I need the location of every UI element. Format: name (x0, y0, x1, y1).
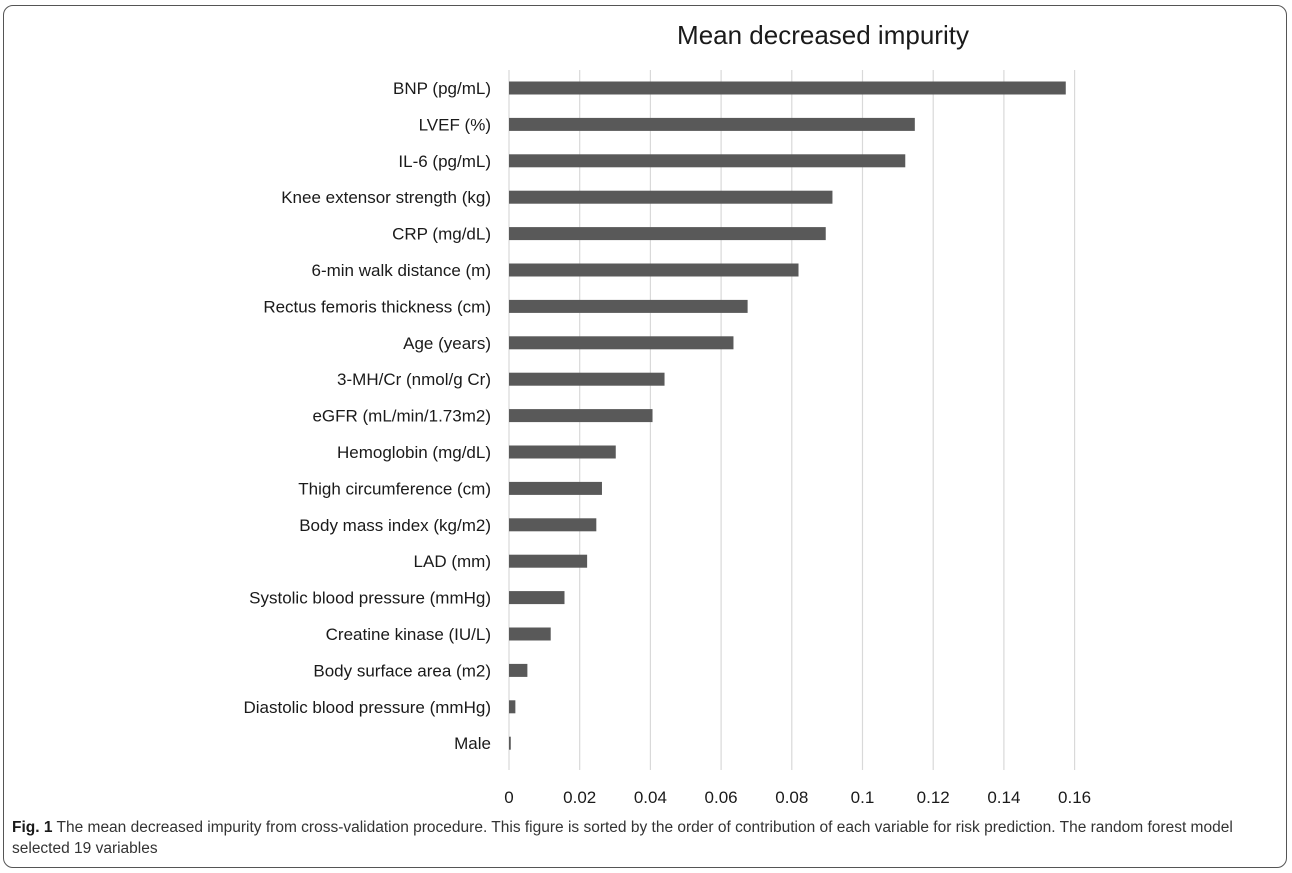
bar (509, 700, 516, 714)
bar (509, 117, 915, 131)
category-label: LVEF (%) (419, 115, 491, 134)
category-label: eGFR (mL/min/1.73m2) (312, 407, 491, 426)
x-tick-label: 0.06 (705, 788, 738, 807)
x-tick-label: 0.12 (917, 788, 950, 807)
category-label: Body mass index (kg/m2) (299, 516, 491, 535)
x-tick-label: 0.02 (563, 788, 596, 807)
category-label: Thigh circumference (cm) (298, 479, 491, 498)
bar (509, 409, 653, 423)
category-label: CRP (mg/dL) (392, 225, 491, 244)
x-tick-label: 0.1 (851, 788, 875, 807)
bar (509, 263, 799, 277)
category-label: Hemoglobin (mg/dL) (337, 443, 491, 462)
x-tick-label: 0.04 (634, 788, 667, 807)
bar (509, 554, 588, 568)
bar (509, 481, 602, 495)
bar (509, 336, 734, 350)
bar (509, 227, 826, 241)
category-label: Diastolic blood pressure (mmHg) (243, 698, 491, 717)
category-label: LAD (mm) (414, 552, 491, 571)
category-label: IL-6 (pg/mL) (398, 152, 491, 171)
bar (509, 299, 748, 313)
figure-number: Fig. 1 (12, 819, 53, 836)
bar (509, 663, 528, 677)
bar (509, 372, 665, 386)
chart-title: Mean decreased impurity (677, 20, 969, 50)
figure-frame (3, 5, 1287, 868)
bar (509, 518, 597, 532)
category-label: Systolic blood pressure (mmHg) (249, 589, 491, 608)
bar (509, 627, 551, 641)
bar (509, 154, 906, 168)
category-label: Body surface area (m2) (313, 661, 491, 680)
caption-text: The mean decreased impurity from cross-v… (12, 819, 1233, 857)
category-label: BNP (pg/mL) (393, 79, 491, 98)
x-tick-label: 0.14 (987, 788, 1020, 807)
category-label: Male (454, 734, 491, 753)
x-tick-label: 0.16 (1058, 788, 1091, 807)
bar (509, 736, 511, 750)
bar (509, 445, 616, 459)
x-tick-label: 0 (504, 788, 513, 807)
category-label: 6-min walk distance (m) (312, 261, 492, 280)
bar (509, 81, 1066, 95)
category-label: 3-MH/Cr (nmol/g Cr) (337, 370, 491, 389)
category-label: Age (years) (403, 334, 491, 353)
bar (509, 190, 833, 204)
category-label: Knee extensor strength (kg) (281, 188, 491, 207)
x-tick-label: 0.08 (775, 788, 808, 807)
bar (509, 591, 565, 605)
category-label: Rectus femoris thickness (cm) (263, 297, 491, 316)
category-label: Creatine kinase (IU/L) (326, 625, 491, 644)
figure-caption: Fig. 1 The mean decreased impurity from … (12, 817, 1274, 859)
